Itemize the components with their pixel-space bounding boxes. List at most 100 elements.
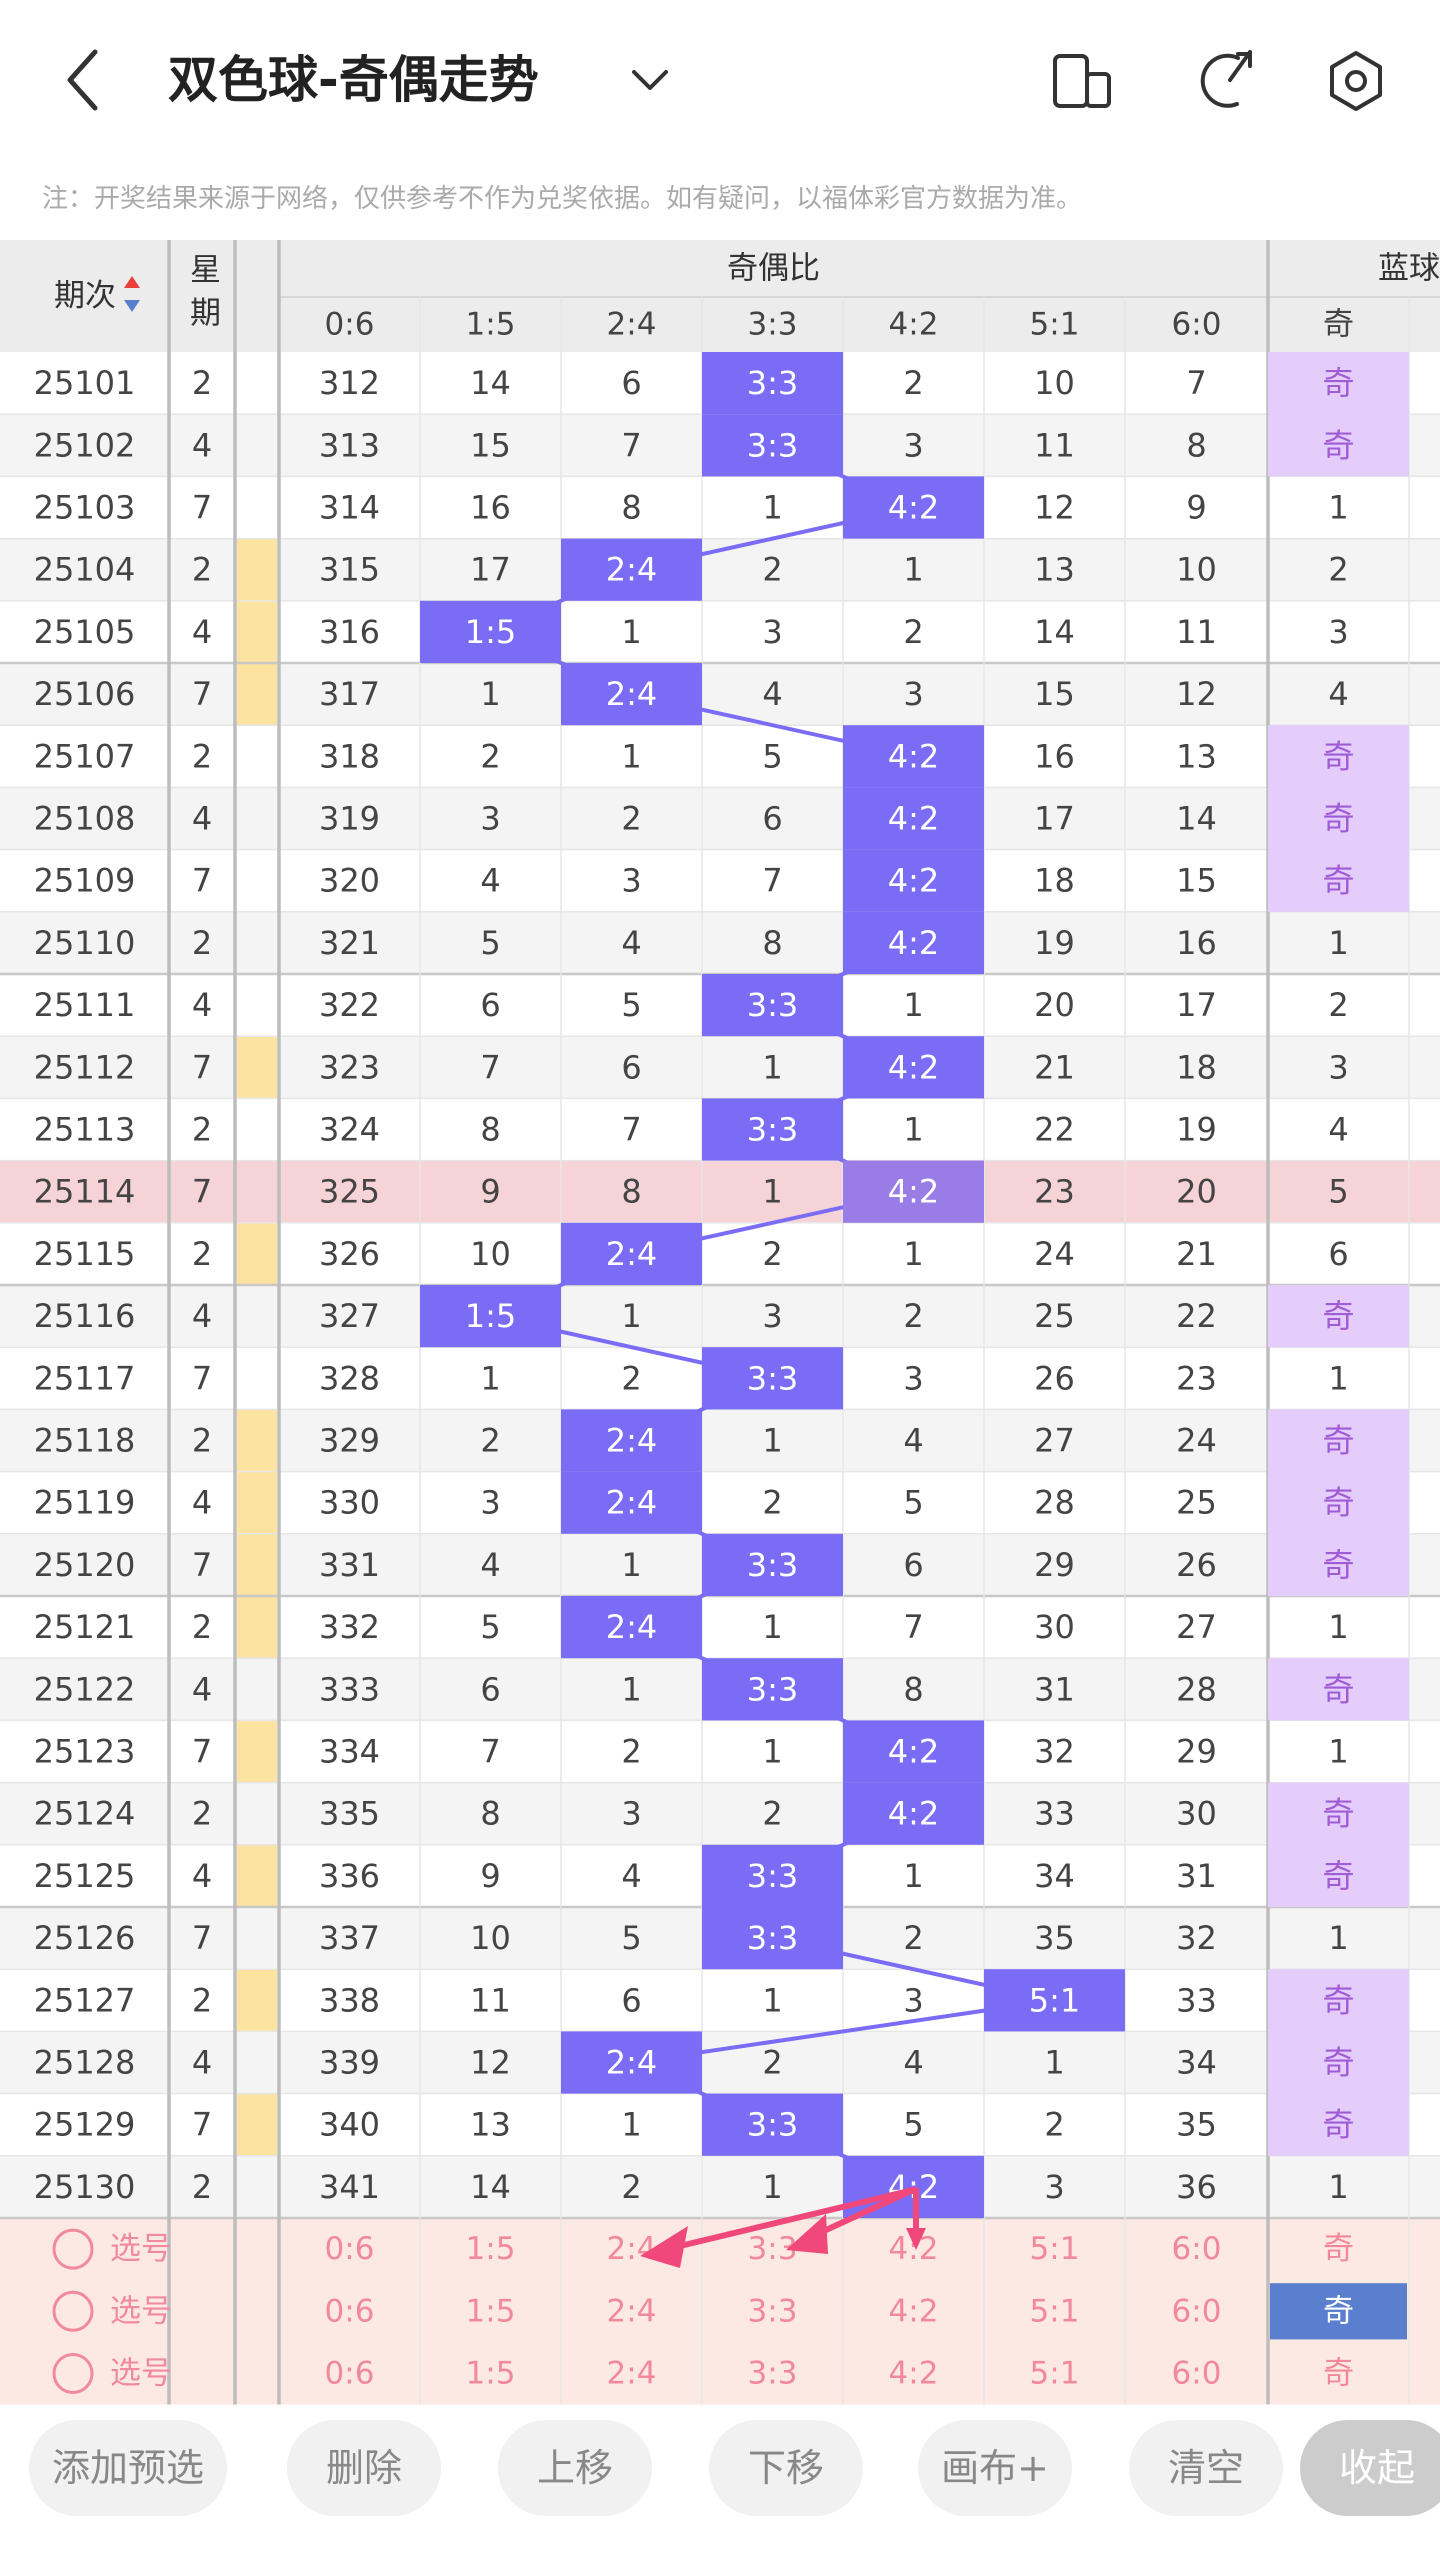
blue-hit-cell (1268, 1782, 1409, 1845)
ratio-value: 8 (762, 924, 782, 962)
button-label[interactable]: 下移 (748, 2446, 824, 2490)
rotate-icon[interactable] (1053, 54, 1111, 108)
ratio-value: 7 (621, 426, 641, 464)
ratio-value: 9 (1186, 489, 1206, 527)
pick-radio[interactable] (52, 2290, 94, 2332)
pick-option[interactable]: 1:5 (466, 2293, 516, 2329)
ratio-value: 35 (1176, 2106, 1217, 2144)
button-label[interactable]: 添加预选 (52, 2446, 204, 2490)
pick-option[interactable]: 奇 (1323, 2231, 1354, 2267)
ratio-value: 6 (480, 986, 500, 1024)
button-bg[interactable] (709, 2420, 863, 2516)
row-flag (237, 663, 277, 726)
ratio-value: 4 (480, 862, 500, 900)
pick-option[interactable]: 4:2 (889, 2356, 939, 2392)
row-flag (237, 600, 277, 663)
ratio-value: 3 (762, 1297, 782, 1335)
pick-option[interactable]: 3:3 (748, 2356, 798, 2392)
pick-radio[interactable] (52, 2228, 94, 2270)
pick-option[interactable]: 6:0 (1172, 2356, 1222, 2392)
ratio-value: 16 (1034, 737, 1075, 775)
ratio-value: 3:3 (747, 1546, 799, 1584)
ratio-value: 5 (621, 1919, 641, 1957)
pick-option[interactable]: 1:5 (466, 2231, 516, 2267)
settings-icon[interactable] (1330, 51, 1382, 111)
pick-option[interactable]: 4:2 (889, 2293, 939, 2329)
weekday: 4 (192, 2044, 212, 2082)
pick-option[interactable]: 2:4 (607, 2356, 657, 2392)
ratio-value: 3:3 (747, 1111, 799, 1149)
weekday: 7 (192, 1919, 212, 1957)
ratio-value: 24 (1034, 1235, 1075, 1273)
pick-option[interactable]: 6:0 (1172, 2293, 1222, 2329)
button-label[interactable]: 收起 (1339, 2446, 1415, 2490)
pick-option[interactable]: 奇 (1323, 2356, 1354, 2392)
hit-cell (561, 663, 702, 726)
hit-cell (420, 600, 561, 663)
blue-value: 1 (1328, 924, 1348, 962)
share-icon[interactable] (1200, 50, 1252, 108)
button-label[interactable]: 清空 (1168, 2446, 1244, 2490)
ratio-header: 1:5 (466, 307, 516, 343)
pick-option[interactable]: 3:3 (748, 2293, 798, 2329)
pick-option[interactable]: 0:6 (325, 2231, 375, 2267)
ratio-value: 6 (480, 1670, 500, 1708)
ratio-value: 13 (470, 2106, 511, 2144)
pick-option[interactable]: 5:1 (1030, 2231, 1080, 2267)
pick-label[interactable]: 选号 (110, 2356, 172, 2392)
button-label[interactable]: 删除 (326, 2446, 402, 2490)
hit-cell (702, 974, 843, 1037)
ratio-value: 318 (319, 737, 380, 775)
ratio-value: 15 (470, 426, 511, 464)
weekday: 2 (192, 1235, 212, 1273)
blue-value: 奇 (1322, 1546, 1354, 1584)
ratio-value: 6 (621, 1048, 641, 1086)
ratio-value: 1 (621, 737, 641, 775)
title-dropdown[interactable] (632, 70, 668, 90)
ratio-value: 7 (762, 862, 782, 900)
blue-value: 2 (1328, 986, 1348, 1024)
ratio-value: 17 (1176, 986, 1217, 1024)
ratio-value: 1:5 (465, 613, 517, 651)
ratio-value: 326 (319, 1235, 380, 1273)
hit-cell (843, 1160, 984, 1223)
row-shade (0, 1409, 1440, 1472)
pick-option[interactable]: 6:0 (1172, 2231, 1222, 2267)
pick-radio[interactable] (52, 2353, 94, 2394)
blue-hit-cell (1268, 1471, 1409, 1534)
ratio-value: 332 (319, 1608, 380, 1646)
button-label[interactable]: 上移 (537, 2446, 613, 2490)
pick-option[interactable]: 0:6 (325, 2356, 375, 2392)
pick-option[interactable]: 2:4 (607, 2293, 657, 2329)
pick-label[interactable]: 选号 (110, 2293, 172, 2329)
row-shade (0, 1036, 1440, 1099)
pick-option[interactable]: 5:1 (1030, 2293, 1080, 2329)
pick-label[interactable]: 选号 (110, 2231, 172, 2267)
button-label[interactable]: 画布+ (941, 2446, 1049, 2490)
period-header: 期次 (54, 278, 116, 314)
button-bg[interactable] (287, 2420, 441, 2516)
button-bg[interactable] (29, 2420, 227, 2516)
blue-value: 奇 (1322, 1795, 1354, 1833)
button-bg[interactable] (498, 2420, 652, 2516)
pick-option[interactable]: 2:4 (607, 2231, 657, 2267)
ratio-value: 1 (903, 986, 923, 1024)
blue-value: 1 (1328, 1733, 1348, 1771)
pick-option[interactable]: 0:6 (325, 2293, 375, 2329)
blue-value: 奇 (1322, 800, 1354, 838)
period: 25117 (34, 1359, 136, 1397)
button-bg[interactable] (1129, 2420, 1283, 2516)
pick-option[interactable]: 5:1 (1030, 2356, 1080, 2392)
ratio-value: 2 (762, 2044, 782, 2082)
back-button[interactable] (67, 49, 98, 111)
ratio-value: 31 (1034, 1670, 1075, 1708)
button-bg[interactable] (918, 2420, 1072, 2516)
ratio-value: 2:4 (606, 1422, 658, 1460)
ratio-value: 4:2 (888, 924, 940, 962)
pick-option[interactable]: 奇 (1323, 2293, 1354, 2329)
ratio-value: 3:3 (747, 1919, 799, 1957)
pick-option[interactable]: 1:5 (466, 2356, 516, 2392)
button-bg[interactable] (1300, 2420, 1440, 2516)
blue-value: 1 (1328, 2168, 1348, 2206)
